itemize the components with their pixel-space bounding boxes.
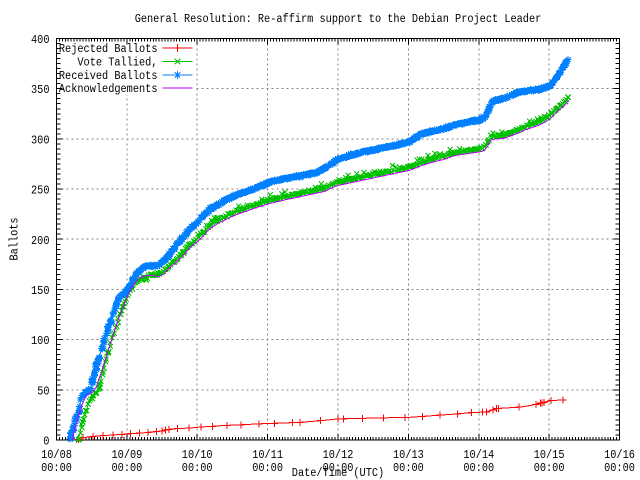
svg-text:10/08: 10/08 xyxy=(41,449,72,462)
svg-text:00:00: 00:00 xyxy=(463,462,494,475)
svg-text:10/14: 10/14 xyxy=(463,449,494,462)
svg-text:General Resolution: Re-affirm: General Resolution: Re-affirm support to… xyxy=(135,13,542,26)
svg-text:00:00: 00:00 xyxy=(182,462,213,475)
svg-text:Date/Time (UTC): Date/Time (UTC) xyxy=(292,467,384,480)
svg-text:300: 300 xyxy=(31,134,50,147)
svg-text:10/15: 10/15 xyxy=(534,449,565,462)
svg-text:250: 250 xyxy=(31,185,50,198)
svg-text:Ballots: Ballots xyxy=(9,217,22,260)
svg-text:200: 200 xyxy=(31,235,50,248)
svg-text:00:00: 00:00 xyxy=(393,462,424,475)
svg-text:00:00: 00:00 xyxy=(534,462,565,475)
svg-text:00:00: 00:00 xyxy=(112,462,143,475)
svg-text:0: 0 xyxy=(43,436,49,449)
svg-text:Acknowledgements: Acknowledgements xyxy=(59,83,158,96)
svg-text:10/12: 10/12 xyxy=(323,449,354,462)
svg-text:150: 150 xyxy=(31,285,50,298)
svg-text:50: 50 xyxy=(37,385,49,398)
svg-text:10/09: 10/09 xyxy=(112,449,143,462)
svg-text:00:00: 00:00 xyxy=(252,462,283,475)
svg-text:Vote Tallied,: Vote Tallied, xyxy=(77,56,157,69)
svg-text:10/11: 10/11 xyxy=(252,449,283,462)
svg-text:00:00: 00:00 xyxy=(41,462,72,475)
svg-text:400: 400 xyxy=(31,34,50,47)
svg-text:Rejected Ballots: Rejected Ballots xyxy=(59,43,158,56)
svg-text:00:00: 00:00 xyxy=(323,462,354,475)
svg-text:10/13: 10/13 xyxy=(393,449,424,462)
svg-text:100: 100 xyxy=(31,335,50,348)
svg-text:Received Ballots: Received Ballots xyxy=(59,70,158,83)
svg-text:10/10: 10/10 xyxy=(182,449,213,462)
svg-text:00:00: 00:00 xyxy=(604,462,635,475)
svg-text:10/16: 10/16 xyxy=(604,449,635,462)
svg-text:350: 350 xyxy=(31,84,50,97)
